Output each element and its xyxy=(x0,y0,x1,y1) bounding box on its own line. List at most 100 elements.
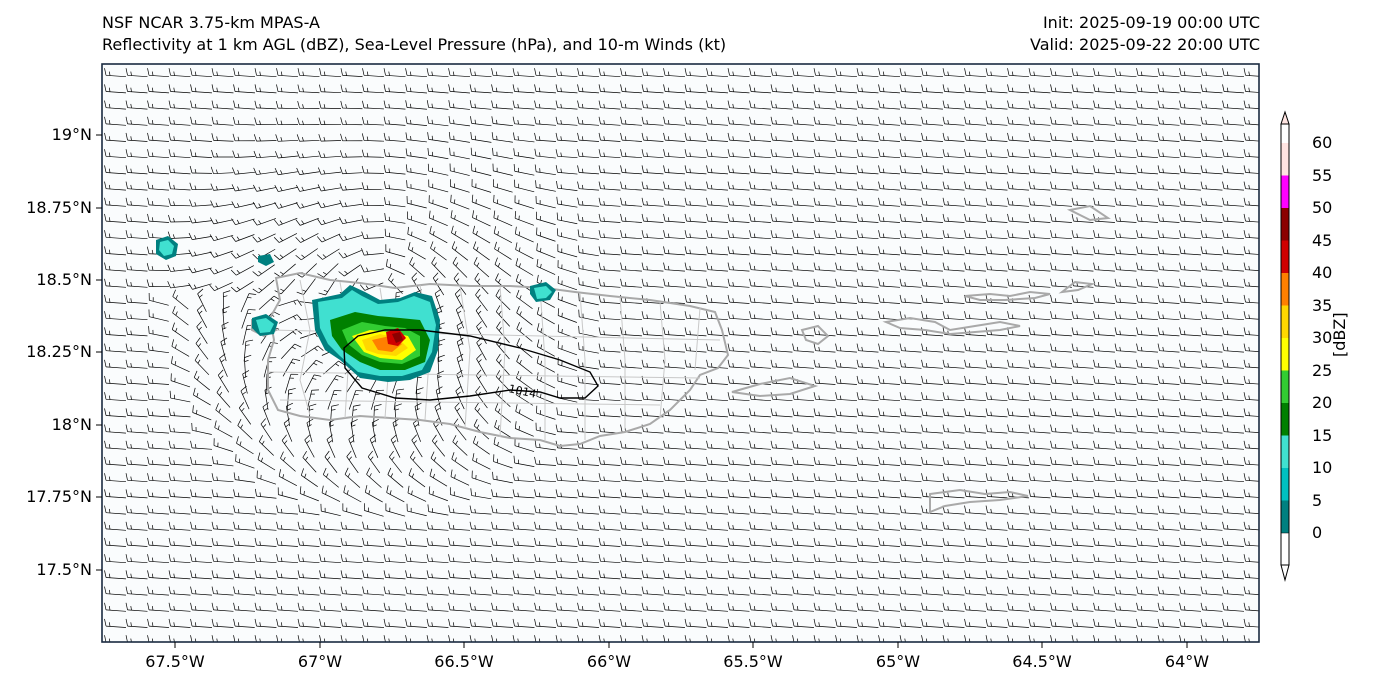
wind-barb xyxy=(1028,132,1051,142)
wind-barb xyxy=(426,84,449,94)
wind-barb xyxy=(1179,149,1202,159)
wind-barb xyxy=(577,165,600,175)
wind-barb xyxy=(985,181,1008,191)
wind-barb xyxy=(1243,165,1259,175)
wind-barb xyxy=(147,181,170,191)
wind-barb xyxy=(1157,100,1180,110)
wind-barb xyxy=(899,116,922,126)
wind-barb xyxy=(339,150,363,158)
wind-barb xyxy=(598,149,621,159)
wind-barb xyxy=(405,68,427,78)
wind-barb xyxy=(361,182,385,190)
wind-barb xyxy=(427,132,449,143)
wind-barb xyxy=(835,132,858,142)
wind-barb xyxy=(534,116,557,126)
colorbar-segment xyxy=(1281,175,1289,208)
wind-barb xyxy=(210,200,234,208)
wind-barb xyxy=(1136,100,1159,110)
wind-barb xyxy=(684,181,707,191)
wind-barb xyxy=(274,167,298,176)
lat-label-17-5: 17.5°N xyxy=(36,560,92,579)
wind-barb xyxy=(340,68,363,78)
wind-barb xyxy=(450,179,470,193)
wind-barb xyxy=(856,100,879,110)
wind-barb xyxy=(813,132,836,142)
wind-barb xyxy=(964,149,987,159)
wind-barb xyxy=(985,100,1008,110)
wind-barb xyxy=(232,150,256,158)
wind-barb xyxy=(383,132,406,142)
wind-barb xyxy=(985,68,1008,78)
wind-barb xyxy=(534,68,557,78)
wind-barb xyxy=(555,132,578,142)
wind-barb xyxy=(276,84,299,94)
wind-barb xyxy=(1028,165,1051,175)
wind-barb xyxy=(899,100,922,110)
wind-barb xyxy=(168,198,191,207)
wind-barb xyxy=(1050,68,1073,78)
wind-barb xyxy=(296,184,320,192)
wind-barb xyxy=(1071,181,1094,191)
wind-barb xyxy=(770,132,793,142)
wind-barb xyxy=(449,147,470,160)
wind-barb xyxy=(641,165,664,175)
wind-barb xyxy=(620,165,643,175)
wind-barb xyxy=(253,134,277,142)
wind-barb xyxy=(383,100,406,110)
wind-barb xyxy=(190,68,213,78)
wind-barb xyxy=(620,116,643,126)
wind-barb xyxy=(362,100,385,110)
wind-barb xyxy=(254,117,277,126)
lon-label-66-5: 66.5°W xyxy=(434,652,494,671)
wind-barb xyxy=(1114,181,1137,191)
wind-barb xyxy=(1007,181,1030,191)
wind-barb xyxy=(233,84,256,94)
wind-barb xyxy=(295,201,320,209)
colorbar-tick-label: 10 xyxy=(1312,458,1333,477)
wind-barb xyxy=(1071,68,1094,78)
wind-barb xyxy=(513,163,535,176)
colorbar-tick-label: 50 xyxy=(1312,198,1333,217)
wind-barb xyxy=(147,84,170,94)
wind-barb xyxy=(663,165,686,175)
wind-barb xyxy=(340,117,363,126)
wind-barb xyxy=(317,201,341,209)
wind-barb xyxy=(921,116,944,126)
wind-barb xyxy=(921,100,944,110)
wind-barb xyxy=(253,167,277,175)
wind-barb xyxy=(104,100,127,110)
wind-barb xyxy=(125,116,148,126)
colorbar-segment-below-zero xyxy=(1280,532,1290,566)
wind-barb xyxy=(620,100,643,110)
wind-barb xyxy=(641,116,664,126)
wind-barb xyxy=(1243,132,1259,142)
wind-barb xyxy=(749,68,772,78)
wind-barb xyxy=(514,179,535,193)
colorbar-tick-label: 60 xyxy=(1312,133,1333,152)
wind-barb xyxy=(942,181,965,191)
wind-barb xyxy=(1028,181,1051,191)
wind-barb xyxy=(899,84,922,94)
wind-barb xyxy=(899,68,922,78)
wind-barb xyxy=(663,149,686,159)
wind-barb xyxy=(770,165,793,175)
wind-barb xyxy=(598,116,621,126)
wind-barb xyxy=(231,201,255,209)
wind-barb xyxy=(1007,149,1030,159)
wind-barb xyxy=(1200,132,1223,142)
colorbar-segment xyxy=(1281,403,1289,436)
wind-barb xyxy=(1071,165,1094,175)
wind-barb xyxy=(252,201,277,209)
wind-barb xyxy=(383,68,406,78)
wind-barb xyxy=(253,150,277,159)
wind-barb xyxy=(684,100,707,110)
wind-barb xyxy=(318,101,342,109)
wind-barb xyxy=(211,100,234,110)
wind-barb xyxy=(792,132,815,142)
wind-barb xyxy=(921,165,944,175)
wind-barb xyxy=(641,84,664,94)
wind-barb xyxy=(104,149,127,159)
wind-barb xyxy=(835,149,858,159)
wind-barb xyxy=(1136,165,1159,175)
wind-barb xyxy=(770,68,793,78)
